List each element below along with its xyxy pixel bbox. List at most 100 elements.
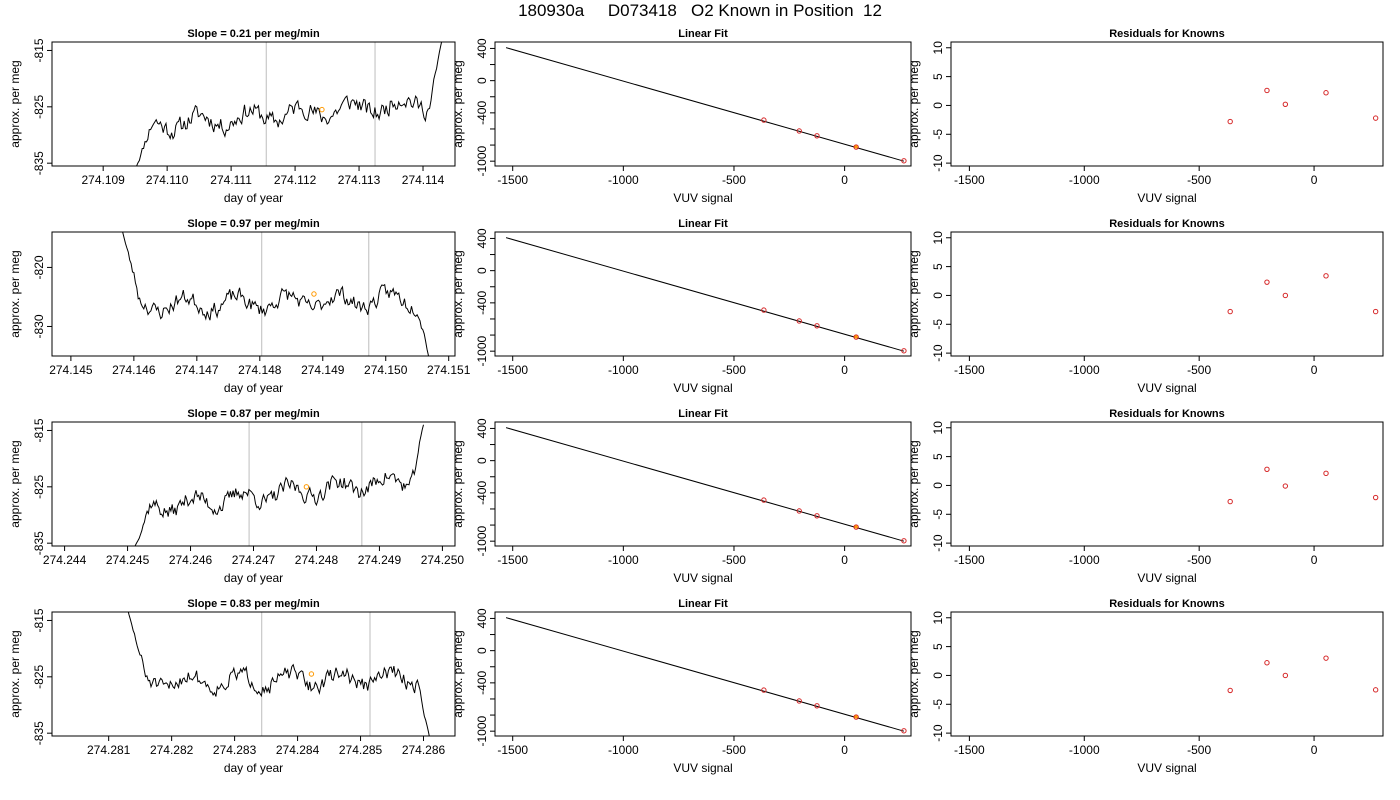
y-tick-label: -1000	[475, 526, 489, 557]
x-axis-label: day of year	[224, 191, 283, 205]
data-point	[901, 538, 907, 544]
x-tick-label: -1000	[608, 173, 639, 187]
y-tick-label: -1000	[475, 146, 489, 177]
x-tick-label: 274.148	[238, 363, 282, 377]
x-tick-label: 274.109	[81, 173, 125, 187]
y-tick-label: -10	[931, 724, 945, 742]
highlight-point	[854, 715, 858, 719]
data-point	[901, 348, 907, 354]
data-point	[1372, 308, 1379, 315]
x-tick-label: 274.151	[427, 363, 471, 377]
data-point	[796, 698, 802, 704]
x-tick-label: -500	[722, 363, 746, 377]
x-axis-label: VUV signal	[1137, 761, 1196, 775]
y-tick-label: -5	[931, 509, 945, 520]
data-trace	[127, 612, 430, 736]
panel-title: Linear Fit	[678, 28, 728, 40]
y-axis-label: approx. per meg	[451, 60, 465, 147]
plot-frame	[950, 421, 1384, 547]
y-axis-label: approx. per meg	[8, 630, 22, 717]
data-trace	[135, 42, 443, 166]
x-axis-label: VUV signal	[1137, 381, 1196, 395]
fit-line	[505, 47, 905, 162]
y-axis-label: approx. per meg	[907, 250, 921, 337]
y-tick-label: -400	[475, 481, 489, 505]
x-tick-label: -500	[1187, 743, 1211, 757]
x-tick-label: -500	[1187, 173, 1211, 187]
x-tick-label: 274.147	[175, 363, 219, 377]
x-tick-label: 0	[1311, 553, 1318, 567]
x-tick-label: 0	[841, 553, 848, 567]
y-tick-label: 0	[931, 102, 945, 109]
y-tick-label: 400	[475, 228, 489, 248]
x-tick-label: -500	[722, 553, 746, 567]
data-point	[761, 687, 767, 693]
y-tick-label: -815	[32, 608, 46, 632]
data-point	[1227, 498, 1233, 505]
plot-frame	[494, 231, 912, 357]
fit-line	[505, 427, 905, 542]
x-tick-label: 274.285	[339, 743, 383, 757]
plot-frame	[950, 231, 1384, 357]
y-tick-label: 0	[475, 457, 489, 464]
y-tick-label: -5	[931, 699, 945, 710]
data-point	[796, 318, 802, 324]
data-point	[761, 497, 767, 503]
x-tick-label: -1000	[608, 553, 639, 567]
y-tick-label: -400	[475, 671, 489, 695]
y-axis-label: approx. per meg	[451, 630, 465, 717]
x-tick-label: 274.150	[364, 363, 408, 377]
x-tick-label: 274.245	[106, 553, 150, 567]
x-tick-label: 274.244	[43, 553, 87, 567]
data-point	[1227, 308, 1233, 315]
x-tick-label: 0	[1311, 363, 1318, 377]
data-point	[814, 133, 820, 139]
data-trace	[134, 424, 424, 546]
data-point	[1323, 273, 1329, 279]
x-tick-label: -1500	[497, 743, 528, 757]
data-point	[1372, 494, 1379, 501]
data-point	[1323, 90, 1329, 96]
y-tick-label: 400	[475, 418, 489, 438]
data-point	[814, 703, 820, 709]
data-point	[796, 508, 802, 514]
panel-title: Linear Fit	[678, 408, 728, 420]
data-point	[1282, 483, 1289, 489]
y-tick-label: 0	[475, 267, 489, 274]
fit-line	[505, 237, 905, 352]
data-point	[1372, 687, 1379, 693]
x-axis-label: day of year	[224, 761, 283, 775]
data-point	[814, 513, 820, 519]
y-tick-label: -5	[931, 319, 945, 330]
x-tick-label: -1500	[954, 363, 985, 377]
data-point	[1323, 655, 1329, 661]
y-tick-label: 400	[475, 38, 489, 58]
x-tick-label: 274.145	[49, 363, 93, 377]
y-tick-label: -820	[32, 255, 46, 279]
data-point	[761, 117, 767, 123]
y-tick-label: 5	[931, 453, 945, 460]
y-axis-label: approx. per meg	[8, 440, 22, 527]
x-tick-label: 274.250	[421, 553, 465, 567]
data-point	[901, 728, 907, 734]
x-tick-label: -500	[1187, 553, 1211, 567]
y-tick-label: 0	[931, 482, 945, 489]
panel-title: Residuals for Knowns	[1109, 408, 1225, 420]
y-tick-label: -825	[32, 94, 46, 118]
plot-frame	[950, 41, 1384, 167]
x-tick-label: -1500	[497, 173, 528, 187]
panel-title: Residuals for Knowns	[1109, 28, 1225, 40]
y-tick-label: 10	[931, 41, 945, 55]
x-tick-label: 0	[1311, 173, 1318, 187]
y-tick-label: -815	[32, 418, 46, 442]
x-tick-label: -1000	[1069, 173, 1100, 187]
data-point	[1282, 101, 1289, 107]
panel-title: Residuals for Knowns	[1109, 218, 1225, 230]
x-tick-label: 274.281	[87, 743, 131, 757]
data-point	[761, 307, 767, 313]
x-tick-label: 0	[841, 363, 848, 377]
highlight-point	[308, 671, 315, 677]
y-tick-label: -400	[475, 291, 489, 315]
y-axis-label: approx. per meg	[8, 250, 22, 337]
